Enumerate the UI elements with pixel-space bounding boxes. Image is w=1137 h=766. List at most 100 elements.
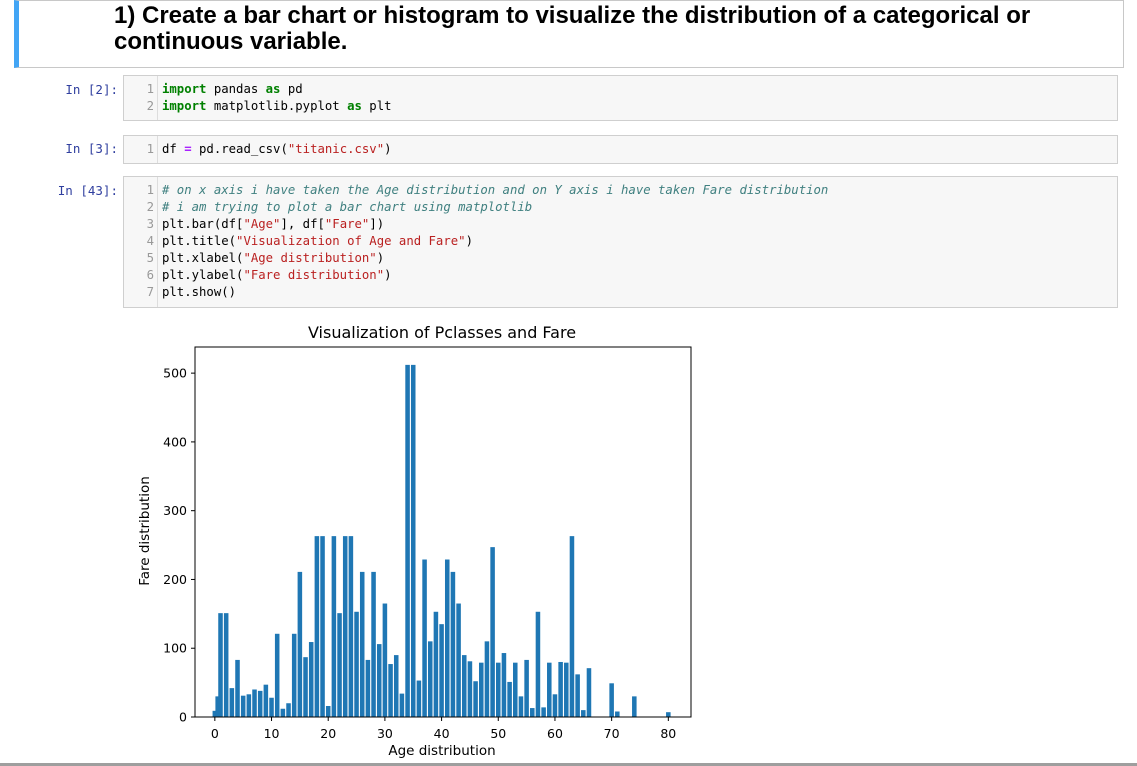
code-token: ): [384, 268, 392, 282]
code-text: plt.bar(df["Age"], df["Fare"]): [162, 216, 384, 233]
bar: [291, 633, 297, 717]
code-text: import pandas as pd: [162, 81, 303, 98]
bar: [257, 690, 263, 717]
bar: [274, 633, 280, 717]
code-token: "titanic.csv": [287, 142, 385, 156]
bar: [444, 559, 450, 717]
bar: [371, 571, 376, 717]
bar: [325, 705, 331, 717]
y-tick-label: 500: [163, 366, 187, 381]
x-tick-label: 30: [377, 726, 393, 741]
bar: [632, 696, 637, 717]
bar: [359, 571, 365, 717]
code-token: "Age": [243, 217, 281, 231]
bar: [297, 571, 303, 717]
code-token: import: [162, 82, 207, 96]
code-cell[interactable]: 1 df = pd.read_csv("titanic.csv"): [123, 135, 1118, 164]
code-text: plt.xlabel("Age distribution"): [162, 250, 384, 267]
bar: [518, 696, 524, 717]
bar: [461, 655, 467, 717]
bar: [365, 659, 371, 717]
bar: [342, 536, 348, 717]
code-token: "Fare distribution": [243, 268, 385, 282]
chart-title: Visualization of Pclasses and Fare: [308, 323, 576, 342]
code-token: pd: [280, 82, 303, 96]
bar: [382, 603, 388, 717]
bar: [439, 624, 444, 717]
code-text: # on x axis i have taken the Age distrib…: [162, 182, 828, 199]
cell-prompt: In [3]:: [65, 141, 118, 156]
line-number: 3: [146, 217, 154, 231]
bar: [376, 644, 382, 717]
bar: [354, 611, 359, 717]
y-tick-label: 400: [163, 434, 187, 449]
bar: [490, 547, 495, 717]
bar: [229, 688, 235, 717]
code-token: ], df[: [280, 217, 325, 231]
code-text: plt.show(): [162, 284, 236, 301]
code-token: # i am trying to plot a bar chart using …: [162, 200, 533, 214]
code-token: ): [376, 251, 385, 265]
markdown-cell[interactable]: [14, 0, 1124, 68]
plot-frame: [194, 346, 692, 718]
bar: [240, 695, 246, 717]
bar: [263, 684, 269, 717]
bar: [541, 707, 546, 717]
code-token: plt.bar(df[: [162, 217, 244, 231]
bar: [218, 613, 223, 717]
x-tick-label: 60: [547, 726, 563, 741]
bar: [484, 641, 490, 717]
y-tick-label: 300: [163, 503, 187, 518]
bar: [530, 708, 535, 717]
code-text: plt.ylabel("Fare distribution"): [162, 267, 392, 284]
line-number: 1: [146, 142, 154, 156]
code-token: plt: [361, 99, 392, 113]
plot-area: 0 10 20 30 40 50 60 70 80 0 100 200 300 400 500: [163, 346, 692, 741]
line-number: 4: [146, 234, 154, 248]
bar: [337, 613, 342, 717]
y-tick-label: 200: [163, 572, 187, 587]
code-text: plt.title("Visualization of Age and Fare…: [162, 233, 473, 250]
code-token: as: [347, 99, 362, 113]
bar: [581, 710, 586, 717]
bar: [215, 696, 220, 717]
x-tick-label: 10: [264, 726, 280, 741]
bar: [609, 683, 614, 717]
line-number: 5: [146, 251, 154, 265]
code-token: # on x axis i have taken the Age distrib…: [162, 183, 829, 197]
code-token: ): [465, 234, 473, 248]
bar: [308, 642, 314, 717]
bar: [507, 681, 512, 717]
y-axis-label: Fare distribution: [137, 476, 153, 586]
bar: [586, 668, 592, 717]
line-number-gutter: [157, 76, 158, 120]
bar: [303, 657, 308, 717]
code-token: plt.ylabel(: [162, 268, 244, 282]
code-token: plt.title(: [162, 234, 237, 248]
bar: [501, 653, 507, 717]
bar: [235, 659, 240, 717]
code-token: matplotlib.pyplot: [206, 99, 348, 113]
bar: [535, 611, 541, 717]
bar: [223, 613, 229, 717]
line-number: 1: [146, 183, 154, 197]
bar: [388, 664, 393, 717]
bar: [558, 661, 563, 717]
code-cell[interactable]: 1 import pandas as pd 2 import matplotlib.p…: [123, 75, 1118, 121]
y-tick-label: 0: [179, 710, 187, 725]
code-cell[interactable]: 1 # on x axis i have taken the Age distri…: [123, 176, 1118, 308]
code-token: "Age distribution": [243, 251, 377, 265]
bar: [575, 674, 580, 717]
bar: [615, 711, 620, 717]
bar: [524, 659, 529, 717]
bar: [410, 364, 416, 717]
line-number: 2: [146, 200, 154, 214]
bar: [450, 571, 456, 717]
bar: [212, 710, 218, 717]
x-tick-label: 40: [434, 726, 450, 741]
line-number: 7: [146, 285, 154, 299]
line-number: 1: [146, 82, 154, 96]
bar: [405, 364, 410, 717]
bar: [246, 694, 252, 717]
line-number-gutter: [157, 177, 158, 307]
